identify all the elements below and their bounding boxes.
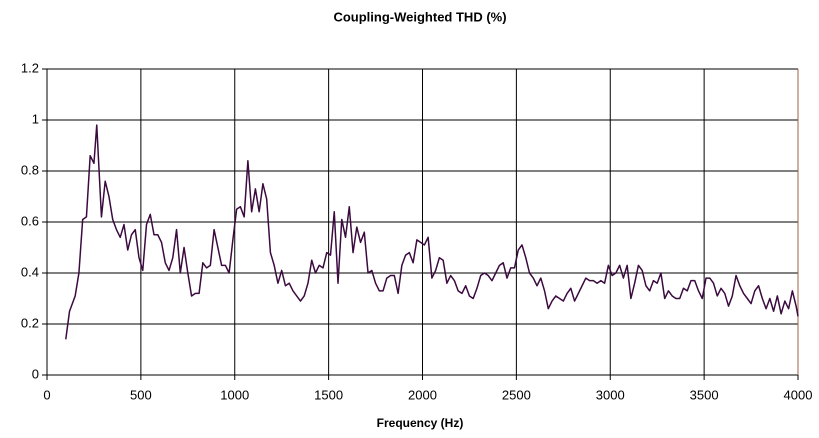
x-tick-label: 2000 — [408, 387, 437, 402]
y-tick-label: 1 — [32, 111, 39, 126]
y-tick-label: 0.8 — [21, 162, 39, 177]
x-tick-label: 1000 — [220, 387, 249, 402]
chart-title: Coupling-Weighted THD (%) — [333, 9, 506, 24]
x-tick-label: 1500 — [314, 387, 343, 402]
y-tick-label: 1.2 — [21, 60, 39, 75]
x-tick-label: 4000 — [784, 387, 813, 402]
x-tick-label: 3000 — [596, 387, 625, 402]
x-tick-label: 0 — [43, 387, 50, 402]
y-tick-label: 0 — [32, 366, 39, 381]
x-axis-label: Frequency (Hz) — [377, 416, 464, 430]
data-line — [65, 124, 799, 340]
y-tick-label: 0.2 — [21, 315, 39, 330]
y-tick-label: 0.4 — [21, 264, 39, 279]
y-tick-label: 0.6 — [21, 213, 39, 228]
x-tick-label: 2500 — [502, 387, 531, 402]
x-tick-label: 3500 — [690, 387, 719, 402]
x-tick-label: 500 — [130, 387, 152, 402]
